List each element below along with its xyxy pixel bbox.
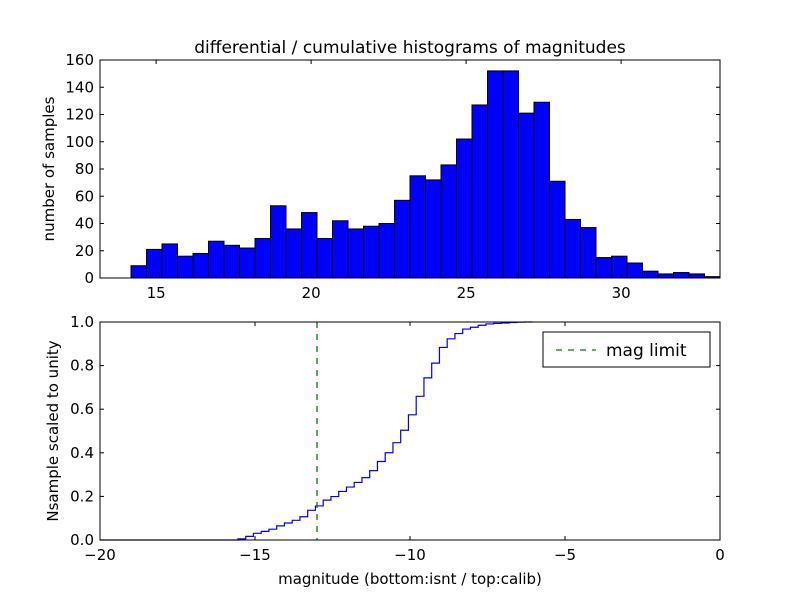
y-tick-label: 0 xyxy=(84,269,94,287)
histogram-bar xyxy=(642,270,659,279)
cumulative-step-line xyxy=(100,321,533,541)
histogram-bar xyxy=(130,265,147,279)
histogram-bar xyxy=(595,257,612,279)
histogram-bar xyxy=(161,243,178,279)
histogram-bar xyxy=(564,218,581,279)
histogram-bar xyxy=(657,273,674,279)
y-tick-label: 0.8 xyxy=(70,357,94,375)
top-title: differential / cumulative histograms of … xyxy=(194,38,626,58)
histogram-bar xyxy=(533,101,550,279)
histogram-bar xyxy=(502,70,519,279)
x-tick-label: 0 xyxy=(715,546,725,564)
x-tick-label: 15 xyxy=(147,284,166,302)
x-tick-label: −5 xyxy=(554,546,576,564)
y-tick-label: 20 xyxy=(75,242,94,260)
histogram-bar xyxy=(626,262,643,279)
histogram-bar xyxy=(456,138,473,279)
histogram-bar xyxy=(285,228,302,279)
histogram-bar xyxy=(363,225,380,279)
y-tick-label: 0.0 xyxy=(70,531,94,549)
histogram-bar xyxy=(580,227,597,279)
histogram-bar xyxy=(223,244,240,279)
histogram-bar xyxy=(177,255,194,279)
histogram-bar xyxy=(146,248,163,279)
histogram-bar xyxy=(471,104,488,279)
histogram-bar xyxy=(425,179,442,279)
histogram-bar xyxy=(332,220,349,279)
histogram-bar xyxy=(347,228,364,279)
histogram-bar xyxy=(688,273,705,279)
histogram-bar xyxy=(208,240,225,279)
histogram-bar xyxy=(239,247,256,279)
top-axes: 15 20 25 30 0 20 40 60 80 100 120 140 160 xyxy=(65,51,721,302)
legend-label: mag limit xyxy=(606,341,687,361)
x-tick-label: −10 xyxy=(394,546,426,564)
histogram-bar xyxy=(673,272,690,279)
x-tick-label: 30 xyxy=(612,284,631,302)
y-tick-label: 0.6 xyxy=(70,400,94,418)
histogram-bar xyxy=(254,237,271,279)
histogram-bar xyxy=(378,223,395,279)
histogram-bar xyxy=(394,199,411,279)
y-tick-label: 0.2 xyxy=(70,487,94,505)
histogram-bar xyxy=(440,164,457,279)
y-tick-label: 80 xyxy=(75,160,94,178)
top-ylabel: number of samples xyxy=(40,96,58,241)
y-tick-label: 100 xyxy=(65,133,94,151)
histogram-bar xyxy=(487,70,504,279)
histogram-bar xyxy=(316,237,333,279)
bottom-xlabel: magnitude (bottom:isnt / top:calib) xyxy=(278,570,542,588)
histogram-bar xyxy=(611,255,628,279)
histogram-bar xyxy=(270,205,287,279)
histogram-bar xyxy=(301,212,318,279)
histogram-bar xyxy=(549,180,566,279)
y-tick-label: 40 xyxy=(75,215,94,233)
y-tick-label: 1.0 xyxy=(70,313,94,331)
bottom-ylabel: Nsample scaled to unity xyxy=(44,340,62,521)
bottom-axes: −20 −15 −10 −5 0 0.0 0.2 0.4 0.6 0.8 1.0 xyxy=(70,313,725,564)
y-tick-label: 60 xyxy=(75,187,94,205)
histogram-bar xyxy=(192,252,209,279)
histogram-bar xyxy=(518,112,535,279)
histogram-bar xyxy=(409,175,426,279)
x-tick-label: 20 xyxy=(302,284,321,302)
x-tick-label: 25 xyxy=(457,284,476,302)
x-tick-label: −20 xyxy=(84,546,116,564)
y-tick-label: 160 xyxy=(65,51,94,69)
x-tick-label: −15 xyxy=(239,546,271,564)
legend: mag limit xyxy=(542,331,711,368)
y-tick-label: 120 xyxy=(65,106,94,124)
y-tick-label: 140 xyxy=(65,78,94,96)
y-tick-label: 0.4 xyxy=(70,444,94,462)
